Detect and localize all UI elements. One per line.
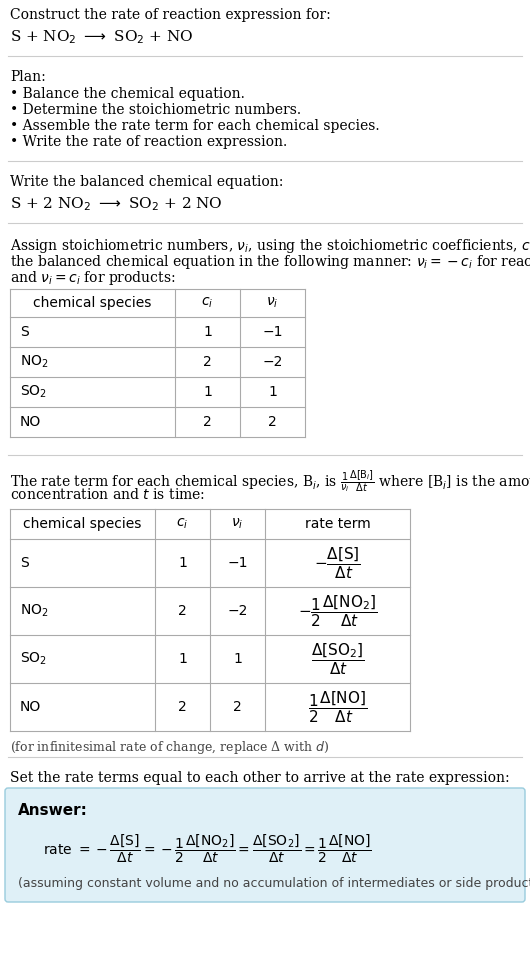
Text: S + 2 NO$_2$ $\longrightarrow$ SO$_2$ + 2 NO: S + 2 NO$_2$ $\longrightarrow$ SO$_2$ + … — [10, 195, 223, 213]
Text: NO$_2$: NO$_2$ — [20, 603, 49, 619]
Text: $c_i$: $c_i$ — [201, 296, 214, 310]
Text: Assign stoichiometric numbers, $\nu_i$, using the stoichiometric coefficients, $: Assign stoichiometric numbers, $\nu_i$, … — [10, 237, 530, 255]
Text: chemical species: chemical species — [33, 296, 152, 310]
Text: S + NO$_2$ $\longrightarrow$ SO$_2$ + NO: S + NO$_2$ $\longrightarrow$ SO$_2$ + NO — [10, 28, 193, 46]
Text: 1: 1 — [178, 652, 187, 666]
Text: SO$_2$: SO$_2$ — [20, 384, 47, 400]
Text: • Write the rate of reaction expression.: • Write the rate of reaction expression. — [10, 135, 287, 149]
Text: Plan:: Plan: — [10, 70, 46, 84]
Text: Set the rate terms equal to each other to arrive at the rate expression:: Set the rate terms equal to each other t… — [10, 771, 510, 785]
Text: NO: NO — [20, 415, 41, 429]
Text: 2: 2 — [178, 604, 187, 618]
Text: concentration and $t$ is time:: concentration and $t$ is time: — [10, 487, 205, 502]
Text: SO$_2$: SO$_2$ — [20, 651, 47, 668]
Text: $\dfrac{1}{2}\dfrac{\Delta[\mathrm{NO}]}{\Delta t}$: $\dfrac{1}{2}\dfrac{\Delta[\mathrm{NO}]}… — [308, 689, 367, 725]
Text: 2: 2 — [268, 415, 277, 429]
Text: 1: 1 — [178, 556, 187, 570]
Text: 1: 1 — [203, 385, 212, 399]
Text: 2: 2 — [203, 355, 212, 369]
Text: rate term: rate term — [305, 517, 370, 531]
Text: 1: 1 — [203, 325, 212, 339]
Text: −2: −2 — [262, 355, 282, 369]
Text: $-\dfrac{1}{2}\dfrac{\Delta[\mathrm{NO_2}]}{\Delta t}$: $-\dfrac{1}{2}\dfrac{\Delta[\mathrm{NO_2… — [298, 593, 377, 629]
Text: 2: 2 — [203, 415, 212, 429]
Text: −1: −1 — [227, 556, 248, 570]
Text: Write the balanced chemical equation:: Write the balanced chemical equation: — [10, 175, 284, 189]
Text: • Assemble the rate term for each chemical species.: • Assemble the rate term for each chemic… — [10, 119, 379, 133]
Text: 2: 2 — [178, 700, 187, 714]
Text: (assuming constant volume and no accumulation of intermediates or side products): (assuming constant volume and no accumul… — [18, 877, 530, 890]
Text: • Determine the stoichiometric numbers.: • Determine the stoichiometric numbers. — [10, 103, 301, 117]
Text: −2: −2 — [227, 604, 248, 618]
Text: rate $= -\dfrac{\Delta[\mathrm{S}]}{\Delta t} = -\dfrac{1}{2}\dfrac{\Delta[\math: rate $= -\dfrac{\Delta[\mathrm{S}]}{\Del… — [43, 833, 372, 866]
Text: −1: −1 — [262, 325, 282, 339]
Text: $-\dfrac{\Delta[\mathrm{S}]}{\Delta t}$: $-\dfrac{\Delta[\mathrm{S}]}{\Delta t}$ — [314, 546, 361, 581]
Text: Answer:: Answer: — [18, 803, 88, 818]
Text: 1: 1 — [268, 385, 277, 399]
Text: Construct the rate of reaction expression for:: Construct the rate of reaction expressio… — [10, 8, 331, 22]
Text: 1: 1 — [233, 652, 242, 666]
Text: The rate term for each chemical species, B$_i$, is $\frac{1}{\nu_i}\frac{\Delta[: The rate term for each chemical species,… — [10, 469, 530, 495]
Text: $\dfrac{\Delta[\mathrm{SO_2}]}{\Delta t}$: $\dfrac{\Delta[\mathrm{SO_2}]}{\Delta t}… — [311, 641, 364, 677]
Text: $c_i$: $c_i$ — [176, 517, 189, 531]
Text: $\nu_i$: $\nu_i$ — [231, 517, 244, 531]
Text: and $\nu_i = c_i$ for products:: and $\nu_i = c_i$ for products: — [10, 269, 175, 287]
Text: 2: 2 — [233, 700, 242, 714]
Text: chemical species: chemical species — [23, 517, 142, 531]
Text: • Balance the chemical equation.: • Balance the chemical equation. — [10, 87, 245, 101]
Text: S: S — [20, 556, 29, 570]
FancyBboxPatch shape — [5, 788, 525, 902]
Text: (for infinitesimal rate of change, replace Δ with $d$): (for infinitesimal rate of change, repla… — [10, 739, 330, 756]
Text: S: S — [20, 325, 29, 339]
Text: the balanced chemical equation in the following manner: $\nu_i = -c_i$ for react: the balanced chemical equation in the fo… — [10, 253, 530, 271]
Text: NO$_2$: NO$_2$ — [20, 353, 49, 370]
Text: $\nu_i$: $\nu_i$ — [266, 296, 279, 310]
Text: NO: NO — [20, 700, 41, 714]
